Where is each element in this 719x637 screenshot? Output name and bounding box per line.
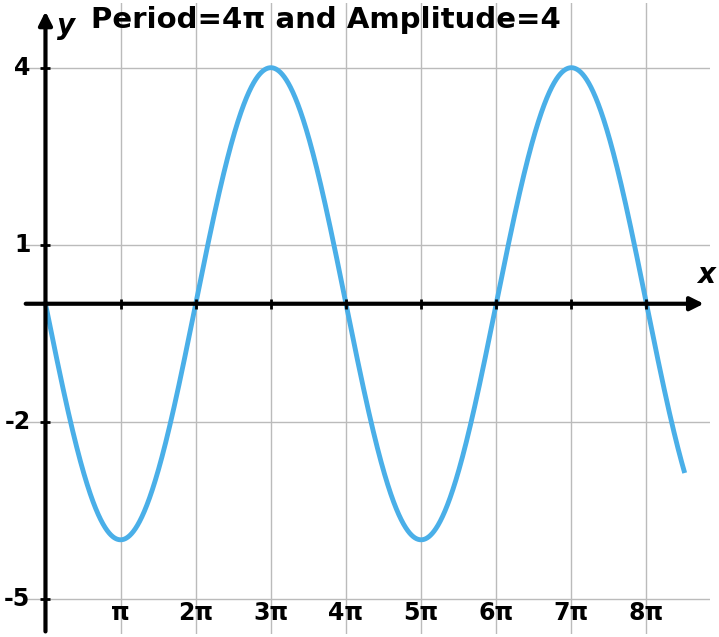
Text: y: y: [57, 11, 75, 39]
Text: 7π: 7π: [554, 601, 589, 626]
Text: 4π: 4π: [329, 601, 364, 626]
Text: x: x: [697, 261, 715, 289]
Text: Period=4π and Amplitude=4: Period=4π and Amplitude=4: [91, 6, 560, 34]
Text: -2: -2: [4, 410, 30, 434]
Text: 6π: 6π: [479, 601, 514, 626]
Text: -5: -5: [4, 587, 30, 611]
Text: 5π: 5π: [403, 601, 439, 626]
Text: 4: 4: [14, 55, 30, 80]
Text: 2π: 2π: [178, 601, 214, 626]
Text: π: π: [111, 601, 130, 626]
Text: 3π: 3π: [253, 601, 288, 626]
Text: 1: 1: [14, 233, 30, 257]
Text: 8π: 8π: [629, 601, 664, 626]
